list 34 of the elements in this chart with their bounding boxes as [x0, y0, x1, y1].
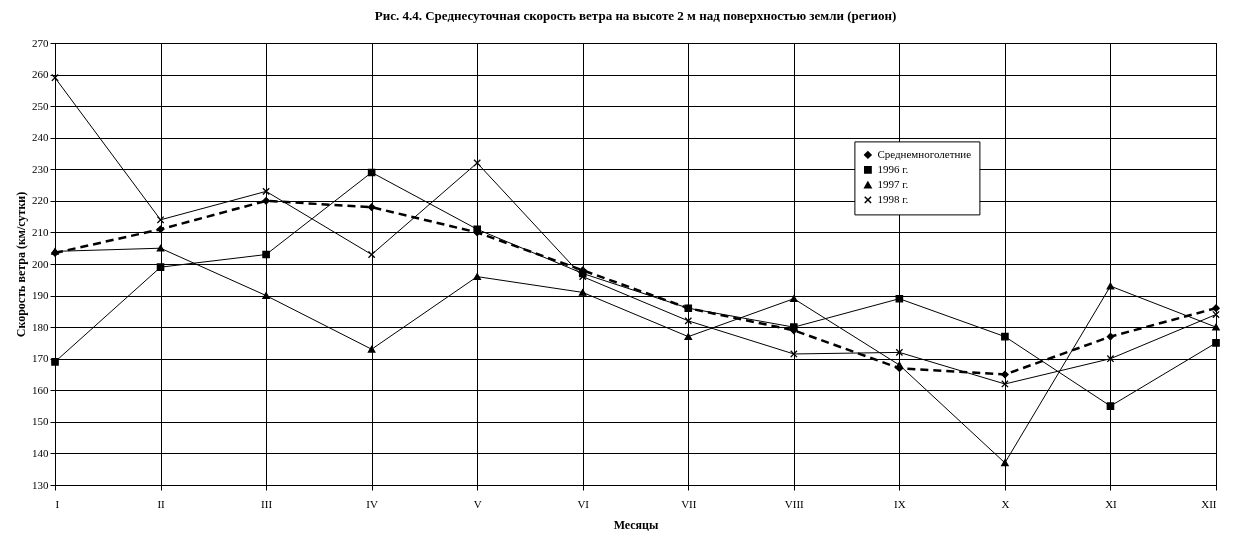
y-tick-label: 230 — [32, 162, 49, 175]
y-tick-label: 220 — [32, 194, 49, 207]
x-tick-label: I — [55, 497, 60, 510]
y-tick-label: 180 — [32, 320, 49, 333]
y-tick-label: 150 — [32, 415, 49, 428]
y-axis-title: Скорость ветра (км/сутки) — [14, 191, 28, 338]
x-tick-label: X — [1001, 497, 1010, 510]
y-tick-label: 170 — [32, 352, 49, 365]
x-tick-label: VI — [577, 497, 590, 510]
legend-label: 1996 г. — [877, 162, 909, 175]
legend-label: Среднемноголетние — [877, 147, 972, 160]
y-tick-label: 240 — [32, 131, 49, 144]
y-tick-label: 260 — [32, 68, 49, 81]
x-tick-label: III — [261, 497, 273, 510]
y-tick-label: 210 — [32, 225, 49, 238]
chart-title: Рис. 4.4. Среднесуточная скорость ветра на высоте 2 м над поверхностью земли (регион) — [374, 8, 897, 23]
y-tick-label: 140 — [32, 446, 49, 459]
legend-label: 1998 г. — [877, 192, 909, 205]
y-tick-label: 190 — [32, 289, 49, 302]
y-tick-label: 270 — [32, 36, 49, 49]
y-tick-label: 200 — [32, 257, 49, 270]
y-tick-label: 130 — [32, 478, 49, 491]
x-tick-label: II — [157, 497, 166, 510]
x-tick-label: V — [473, 497, 482, 510]
x-tick-label: VII — [681, 497, 697, 510]
y-tick-label: 250 — [32, 99, 49, 112]
legend-label: 1997 г. — [877, 177, 909, 190]
x-tick-label: XII — [1201, 497, 1217, 510]
x-tick-label: IV — [366, 497, 378, 510]
y-tick-label: 160 — [32, 383, 49, 396]
x-axis-title: Месяцы — [613, 517, 659, 532]
x-tick-label: IX — [894, 497, 906, 510]
x-tick-label: XI — [1105, 497, 1118, 510]
x-tick-label: VIII — [784, 497, 805, 510]
